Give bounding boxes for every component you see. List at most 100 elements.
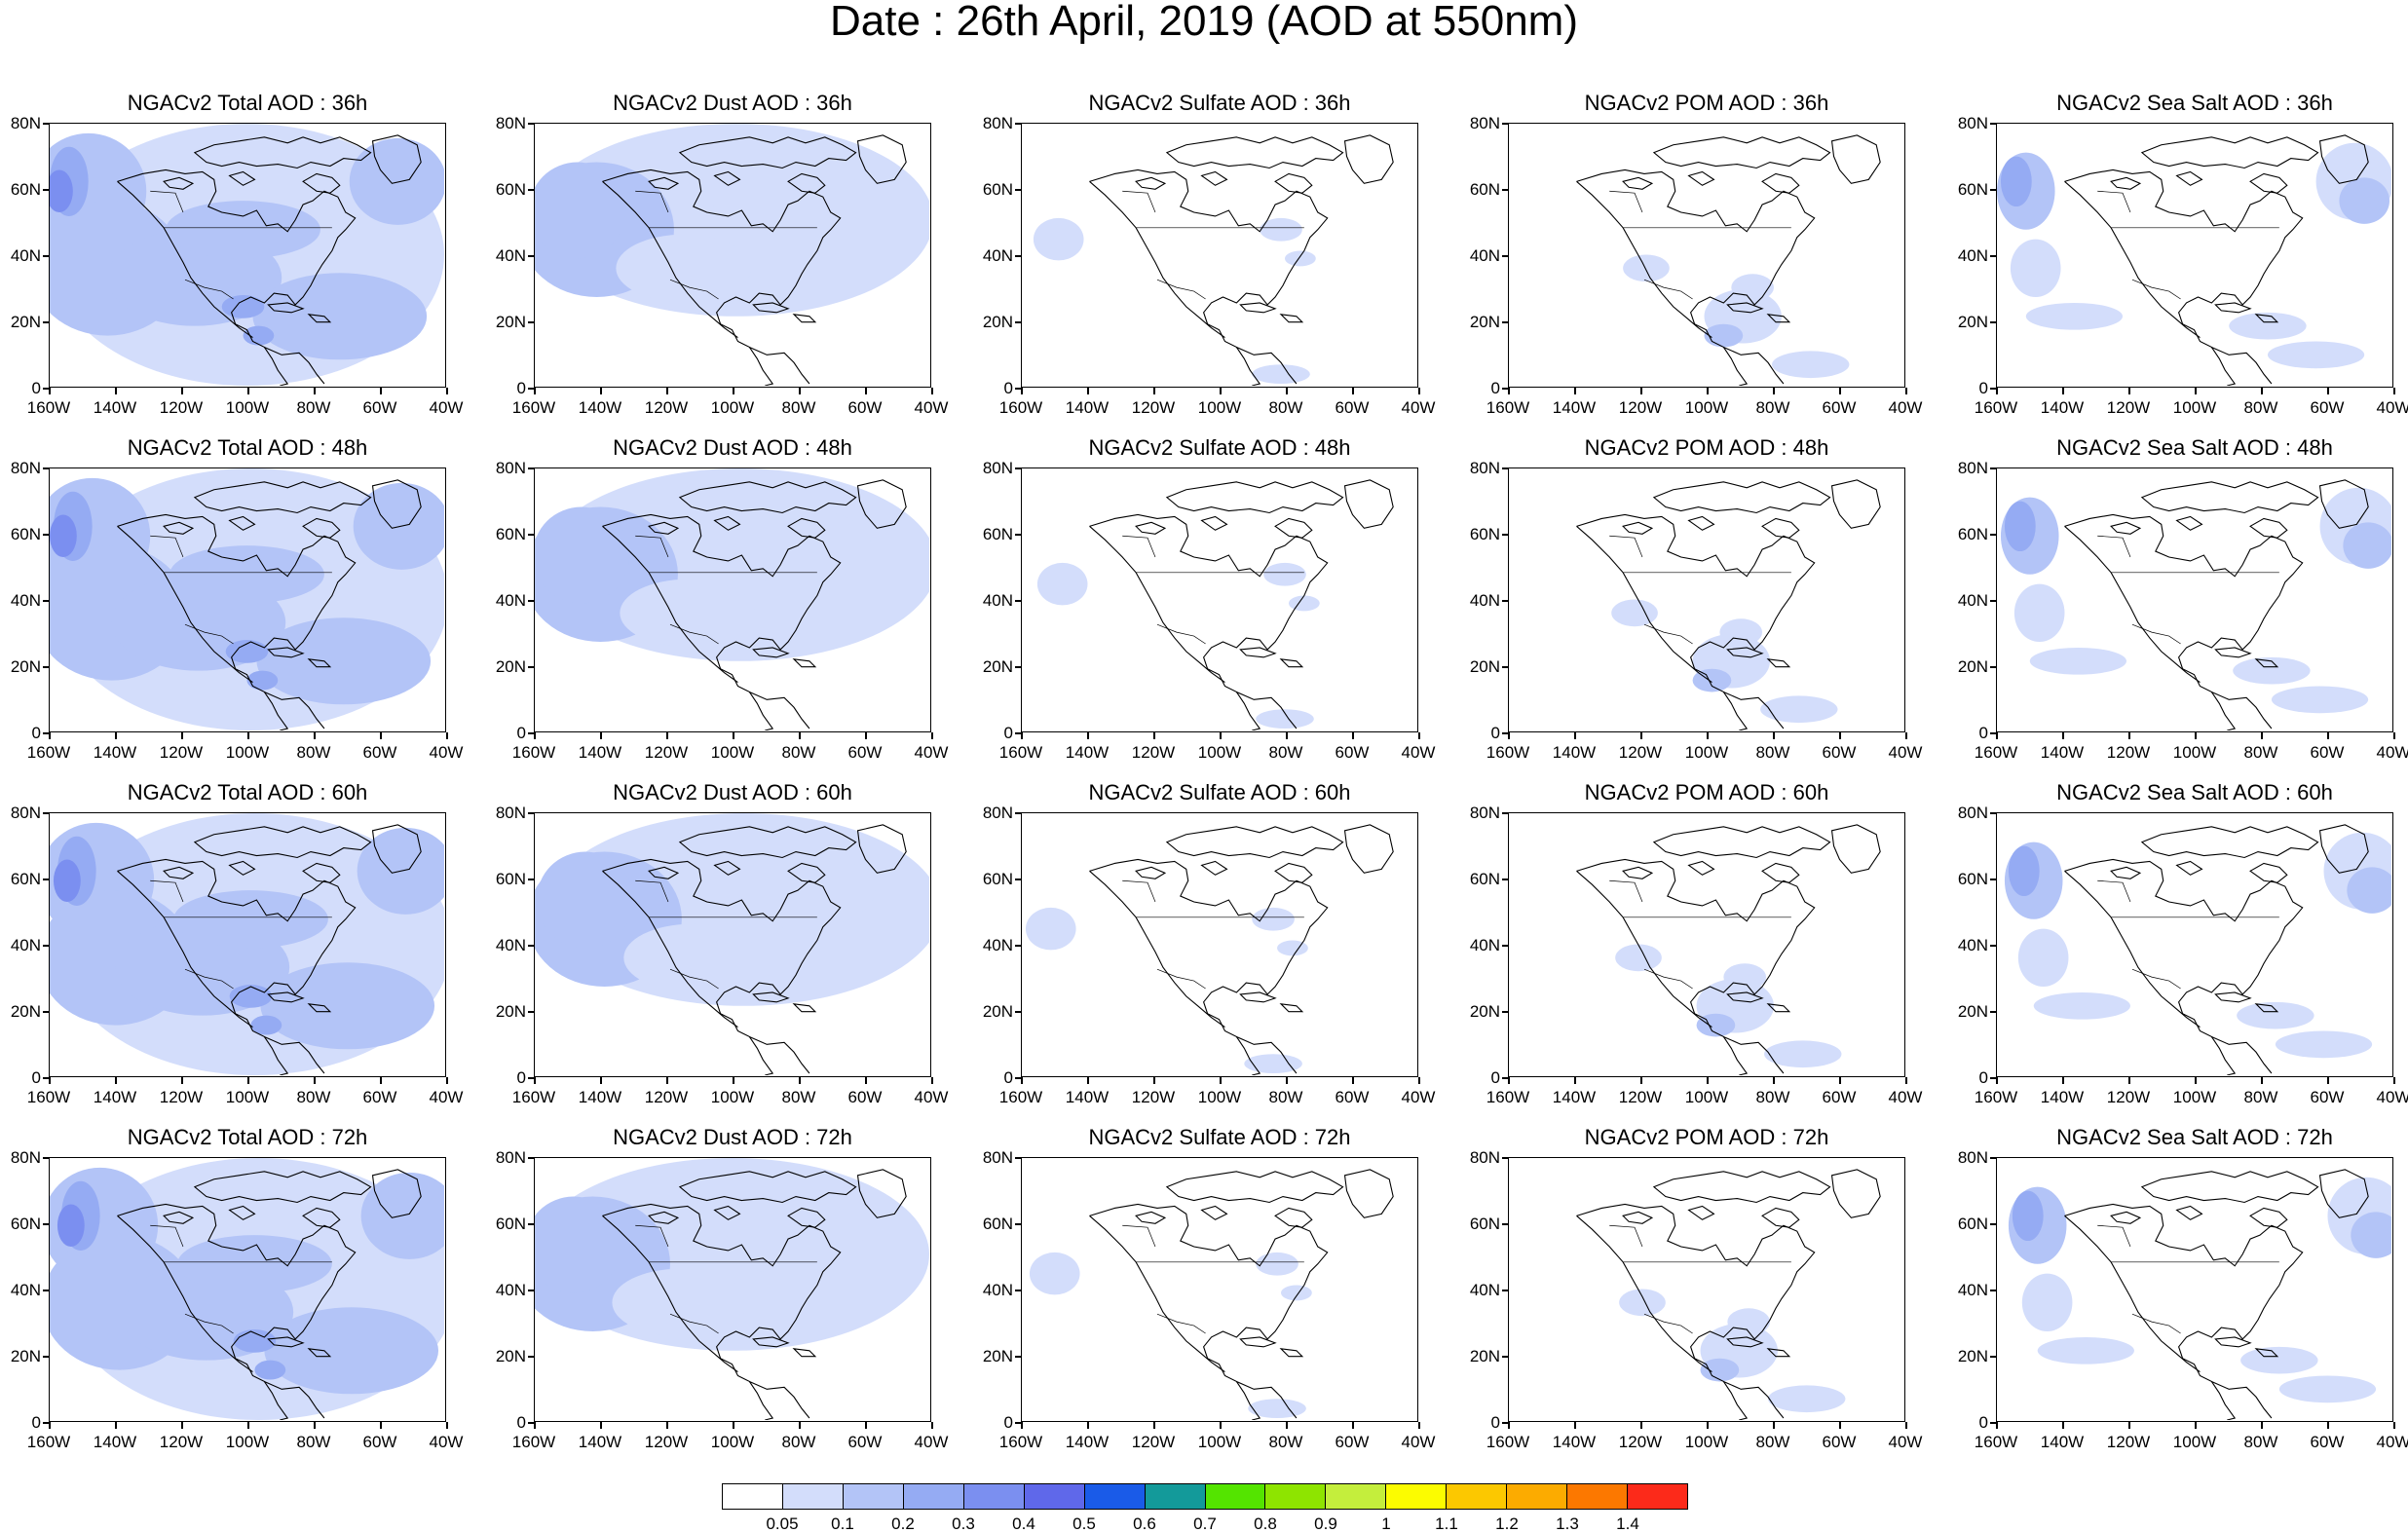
lat-tick	[1015, 1290, 1021, 1291]
aod-map	[535, 813, 929, 1075]
lat-tick	[43, 1011, 49, 1013]
lon-tick-label: 80W	[1268, 1088, 1303, 1106]
panel-title: NGACv2 Sulfate AOD : 72h	[1088, 1125, 1351, 1149]
lat-tick	[528, 1077, 534, 1079]
lon-tick	[1087, 388, 1089, 394]
lon-tick	[2062, 1077, 2064, 1084]
map-frame	[1508, 123, 1905, 388]
lon-tick-label: 60W	[1822, 398, 1857, 417]
lon-tick	[2327, 388, 2329, 394]
lon-tick	[115, 1077, 117, 1084]
lon-tick	[1640, 388, 1642, 394]
lon-tick-label: 80W	[296, 1088, 331, 1106]
lon-tick	[2261, 1077, 2263, 1084]
map-panel: NGACv2 Sulfate AOD : 60h 80N 60N 40N 20N 0 160…	[983, 780, 1436, 1105]
aod-map	[50, 124, 444, 386]
panel-title: NGACv2 POM AOD : 72h	[1584, 1125, 1829, 1149]
lat-tick	[43, 321, 49, 323]
lon-tick-label: 120W	[644, 1088, 689, 1106]
lon-tick-label: 160W	[511, 743, 556, 762]
lat-tick	[528, 945, 534, 947]
lat-tick-label: 40N	[1469, 936, 1500, 954]
lat-tick	[528, 879, 534, 880]
lat-tick	[528, 812, 534, 814]
lat-tick	[1990, 388, 1996, 390]
aod-map	[535, 124, 929, 386]
lat-tick	[1502, 123, 1508, 125]
lon-tick-label: 160W	[1974, 743, 2018, 762]
lat-tick-label: 20N	[1469, 1002, 1500, 1021]
lat-tick	[1502, 189, 1508, 191]
lon-tick-label: 120W	[644, 743, 689, 762]
lat-tick	[43, 189, 49, 191]
lon-tick	[1707, 1422, 1709, 1429]
colorbar-label: 1.3	[1556, 1514, 1579, 1533]
lon-tick	[1839, 1077, 1841, 1084]
lon-tick	[2327, 1077, 2329, 1084]
lat-tick-label: 20N	[495, 313, 526, 331]
lon-tick	[931, 732, 933, 739]
lon-tick-label: 40W	[1401, 1433, 1436, 1451]
lon-tick	[2393, 732, 2395, 739]
lat-tick-label: 40N	[495, 591, 526, 610]
lat-tick	[1990, 467, 1996, 469]
lon-tick	[799, 1077, 801, 1084]
colorbar-label: 0.05	[766, 1514, 799, 1533]
lon-tick	[181, 1422, 183, 1429]
lat-tick-label: 20N	[1469, 657, 1500, 676]
lon-tick-label: 40W	[1401, 1088, 1436, 1106]
lat-tick-label: 60N	[495, 525, 526, 543]
lon-tick	[314, 388, 316, 394]
lon-tick-label: 60W	[362, 1433, 397, 1451]
lat-tick	[1502, 945, 1508, 947]
lat-tick	[528, 600, 534, 602]
lon-tick-label: 120W	[1618, 743, 1663, 762]
lon-tick	[2393, 1422, 2395, 1429]
lon-tick-label: 80W	[2243, 1088, 2278, 1106]
colorbar-swatch	[1447, 1484, 1508, 1509]
lon-tick-label: 160W	[1974, 398, 2018, 417]
lat-tick	[43, 945, 49, 947]
lat-tick	[43, 1356, 49, 1358]
colorbar-label: 1.4	[1616, 1514, 1639, 1533]
lat-tick-label: 60N	[10, 870, 41, 888]
aod-map	[1576, 479, 1881, 730]
map-panel: NGACv2 Sulfate AOD : 36h 80N 60N 40N 20N 0 160…	[983, 91, 1436, 416]
lon-tick	[1286, 1077, 1288, 1084]
lat-tick	[43, 1077, 49, 1079]
lat-tick	[43, 1157, 49, 1159]
lat-tick	[528, 189, 534, 191]
lon-tick	[2261, 1422, 2263, 1429]
lon-tick-label: 80W	[2243, 1433, 2278, 1451]
lat-tick-label: 20N	[982, 313, 1013, 331]
lon-tick	[1508, 732, 1510, 739]
lon-tick	[1021, 732, 1023, 739]
map-panel: NGACv2 POM AOD : 72h 80N 60N 40N 20N 0 160W 140…	[1470, 1125, 1923, 1450]
lon-tick-label: 80W	[1268, 398, 1303, 417]
aod-map	[50, 813, 444, 1075]
lon-tick	[1773, 388, 1775, 394]
lat-tick-label: 60N	[1469, 1215, 1500, 1233]
lon-tick-label: 120W	[1131, 1088, 1176, 1106]
lat-tick	[1990, 879, 1996, 880]
map-panel: NGACv2 Sea Salt AOD : 60h 80N 60N 40N 20N 0 16…	[1958, 780, 2408, 1105]
lon-tick-label: 140W	[1065, 398, 1110, 417]
lat-tick	[1990, 812, 1996, 814]
lon-tick-label: 100W	[225, 743, 270, 762]
lat-tick-label: 0	[31, 1068, 41, 1087]
lat-tick-label: 80N	[495, 459, 526, 477]
lon-tick-label: 60W	[362, 398, 397, 417]
lat-tick-label: 80N	[10, 459, 41, 477]
lon-tick	[865, 1077, 867, 1084]
lat-tick-label: 20N	[10, 1002, 41, 1021]
lon-tick-label: 160W	[26, 1088, 71, 1106]
map-panel: NGACv2 Sulfate AOD : 48h 80N 60N 40N 20N 0 160…	[983, 435, 1436, 761]
lat-tick	[528, 1290, 534, 1291]
lon-tick-label: 140W	[2040, 1088, 2085, 1106]
lat-tick-label: 0	[31, 724, 41, 742]
lat-tick-label: 40N	[10, 246, 41, 265]
lat-tick	[1015, 189, 1021, 191]
lon-tick-label: 140W	[2040, 1433, 2085, 1451]
lat-tick-label: 0	[1490, 1413, 1500, 1432]
lon-tick-label: 160W	[998, 1088, 1043, 1106]
